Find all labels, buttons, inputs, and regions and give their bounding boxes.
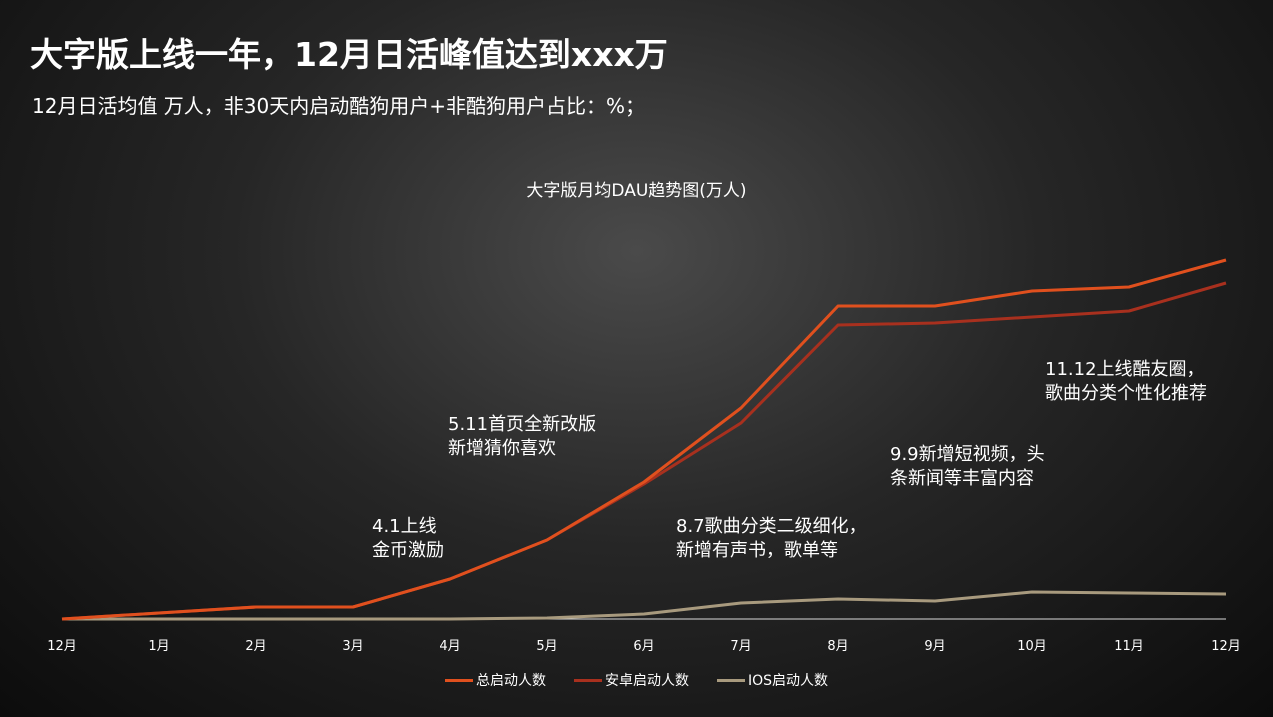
- x-tick-label: 7月: [730, 639, 751, 654]
- annotation-9-9: 9.9新增短视频，头 条新闻等丰富内容: [890, 444, 1045, 489]
- x-tick-label: 12月: [1211, 639, 1241, 654]
- x-tick-label: 10月: [1017, 639, 1047, 654]
- slide-subtitle: 12月日活均值 万人，非30天内启动酷狗用户+非酷狗用户占比：%；: [32, 94, 646, 118]
- x-tick-label: 4月: [439, 639, 460, 654]
- legend-item-android: 安卓启动人数: [573, 670, 689, 690]
- x-tick-label: 8月: [827, 639, 848, 654]
- annotation-5-11: 5.11首页全新改版 新增猜你喜欢: [448, 414, 597, 459]
- x-tick-label: 6月: [633, 639, 654, 654]
- x-tick-label: 2月: [245, 639, 266, 654]
- chart-title: 大字版月均DAU趋势图(万人): [526, 181, 747, 201]
- annotation-8-7: 8.7歌曲分类二级细化， 新增有声书，歌单等: [676, 516, 867, 561]
- x-tick-label: 12月: [47, 639, 77, 654]
- legend-item-total: 总启动人数: [444, 670, 546, 690]
- series-line-安卓启动人数: [61, 281, 1227, 621]
- x-tick-label: 3月: [342, 639, 363, 654]
- series-line-IOS启动人数: [62, 590, 1227, 621]
- annotation-11-12: 11.12上线酷友圈， 歌曲分类个性化推荐: [1045, 359, 1207, 404]
- x-tick-label: 11月: [1114, 639, 1144, 654]
- series-line-总启动人数: [61, 258, 1227, 621]
- x-tick-label: 5月: [536, 639, 557, 654]
- x-tick-label: 9月: [924, 639, 945, 654]
- x-tick-label: 1月: [148, 639, 169, 654]
- legend: 总启动人数 安卓启动人数 IOS启动人数: [0, 670, 1273, 690]
- legend-item-ios: IOS启动人数: [716, 670, 828, 690]
- slide-title: 大字版上线一年，12月日活峰值达到xxx万: [30, 35, 668, 74]
- annotation-4-1: 4.1上线 金币激励: [372, 516, 444, 561]
